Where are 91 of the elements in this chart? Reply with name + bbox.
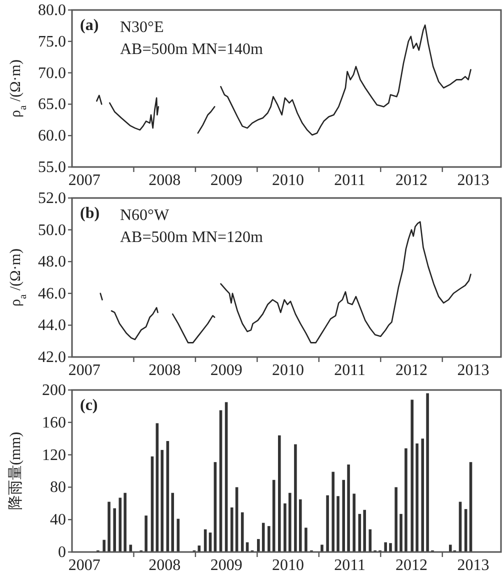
bar (129, 544, 132, 552)
line-series (172, 313, 216, 344)
y-tick-label: 40 (50, 512, 66, 529)
bar (268, 526, 270, 552)
annotation: N60°W (120, 207, 170, 224)
x-tick-label: 2007 (68, 172, 100, 189)
annotation: (c) (80, 397, 98, 414)
y-axis-title: 降雨量(mm) (7, 432, 24, 510)
bar (326, 495, 329, 552)
bar (352, 494, 356, 552)
y-tick-label: 120 (42, 446, 66, 464)
annotation: N30°E (120, 19, 164, 36)
bar (288, 492, 292, 552)
annotation: (a) (80, 17, 99, 34)
x-tick-label: 2011 (334, 557, 366, 574)
x-tick-label: 2007 (68, 362, 100, 379)
x-tick-label: 2012 (395, 362, 428, 379)
x-tick-label: 2010 (272, 557, 304, 574)
bar (298, 499, 302, 552)
bar (332, 472, 335, 552)
bar (363, 510, 366, 552)
y-tick-label: 80.0 (38, 2, 66, 19)
bar (284, 503, 286, 552)
bar (240, 512, 244, 552)
bar (124, 492, 126, 552)
bar (404, 448, 408, 552)
y-tick-label: 75.0 (38, 33, 66, 50)
line-series (197, 106, 216, 134)
bar (304, 528, 308, 552)
annotation: AB=500m MN=120m (120, 229, 264, 246)
bar (368, 529, 372, 552)
y-tick-label: 80 (50, 479, 66, 496)
x-tick-label: 2008 (148, 557, 181, 574)
y-tick-label: 44.0 (38, 317, 66, 334)
y-tick-label: 48.0 (38, 254, 66, 271)
bar (320, 544, 324, 552)
bar (160, 450, 164, 552)
bar (108, 502, 110, 552)
bar (347, 464, 350, 552)
bar (294, 444, 297, 552)
y-tick-label: 160 (42, 414, 66, 432)
y-tick-label: 200 (42, 382, 66, 399)
bar (257, 539, 260, 552)
bar (389, 543, 392, 552)
x-tick-label: 2009 (210, 172, 242, 189)
bar (410, 400, 414, 552)
y-tick-label: 65.0 (38, 96, 66, 114)
bar (384, 542, 387, 552)
y-tick-label: 0 (58, 544, 66, 561)
x-tick-label: 2011 (334, 362, 366, 379)
y-tick-label: 60.0 (38, 128, 66, 145)
x-tick-label: 2007 (68, 557, 100, 574)
x-tick-label: 2012 (395, 172, 428, 189)
bar (400, 514, 402, 552)
y-tick-label: 50.0 (38, 222, 66, 239)
y-tick-label: 52.0 (38, 190, 66, 207)
line-series (109, 97, 160, 131)
bar (448, 544, 452, 552)
y-tick-label: 46.0 (38, 285, 66, 302)
x-tick-label: 2008 (148, 172, 181, 189)
bar (230, 507, 234, 552)
bar (113, 508, 116, 552)
bar (426, 393, 429, 552)
x-tick-label: 2009 (210, 362, 242, 379)
bar (171, 492, 174, 552)
bar (336, 496, 340, 552)
x-tick-label: 2010 (272, 362, 304, 379)
x-tick-label: 2013 (457, 362, 490, 379)
bar (421, 438, 424, 552)
bar (416, 443, 418, 552)
x-tick-label: 2013 (457, 172, 490, 189)
x-tick-label: 2011 (334, 172, 366, 189)
x-tick-label: 2012 (395, 557, 428, 574)
bar (118, 498, 122, 552)
x-tick-label: 2013 (457, 557, 490, 574)
x-tick-label: 2009 (210, 557, 242, 574)
bar (358, 514, 362, 552)
y-tick-label: 55.0 (38, 159, 66, 176)
x-tick-label: 2010 (272, 172, 304, 189)
bar (262, 522, 265, 552)
y-tick-label: 70.0 (38, 64, 66, 82)
bar (342, 480, 345, 552)
bar (102, 540, 106, 552)
line-series (110, 307, 158, 340)
x-tick-label: 2008 (148, 362, 181, 379)
bar (394, 487, 398, 552)
y-tick-label: 42.0 (38, 349, 66, 366)
bar (278, 435, 281, 552)
annotation: AB=500m MN=140m (120, 41, 264, 58)
annotation: (b) (80, 205, 100, 222)
bar (144, 516, 148, 552)
